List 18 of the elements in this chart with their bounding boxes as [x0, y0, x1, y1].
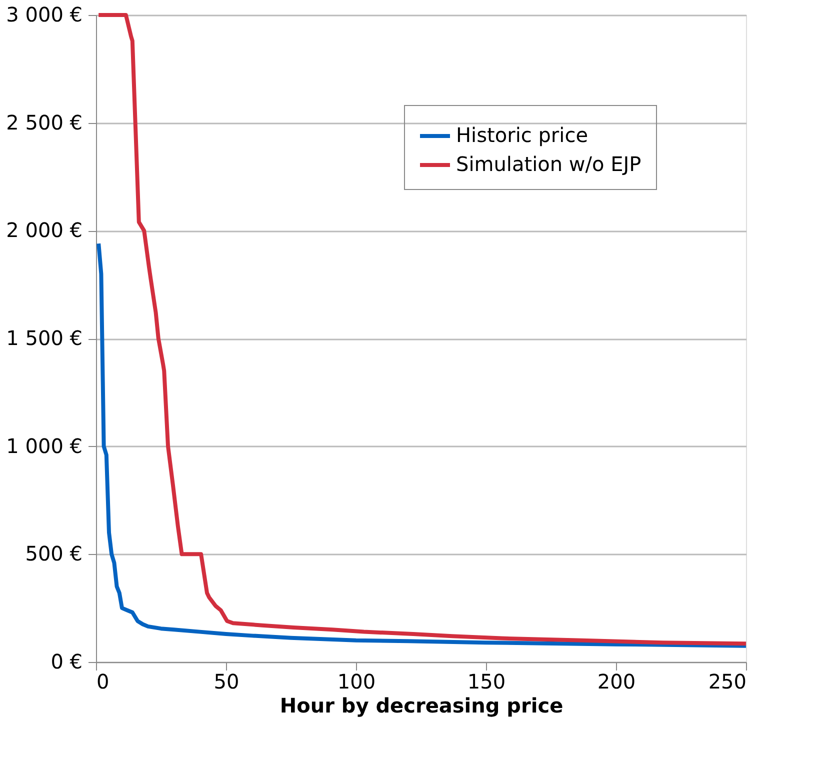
legend-label: Simulation w/o EJP	[456, 152, 642, 176]
y-tick-label: 0 €	[50, 650, 82, 674]
y-tick-label: 3 000 €	[6, 2, 82, 26]
x-tick-label: 200	[597, 670, 636, 694]
x-tick-label: 50	[214, 670, 240, 694]
x-tick-label: 0	[96, 670, 110, 694]
line-series	[96, 242, 748, 648]
x-axis-title: Hour by decreasing price	[280, 694, 564, 718]
x-tick-label: 150	[467, 670, 506, 694]
line-series	[96, 13, 748, 646]
y-tick-label: 500 €	[25, 542, 82, 566]
x-tick-label: 250	[708, 670, 746, 694]
y-tick-label: 1 000 €	[6, 434, 82, 458]
y-tick-label: 1 500 €	[6, 326, 82, 350]
y-tick-label: 2 000 €	[6, 218, 82, 242]
legend-label: Historic price	[456, 123, 588, 147]
x-tick-label: 100	[337, 670, 376, 694]
y-tick-label: 2 500 €	[6, 110, 82, 134]
